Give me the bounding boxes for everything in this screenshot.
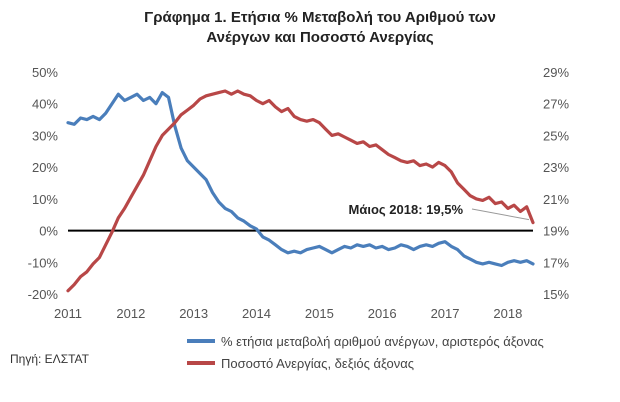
y-left-tick-label: 30% <box>32 128 58 143</box>
x-tick-label: 2013 <box>179 306 208 321</box>
x-tick-label: 2012 <box>116 306 145 321</box>
y-left-tick-label: 0% <box>39 224 58 239</box>
chart-title-line-1: Γράφημα 1. Ετήσια % Μεταβολή του Αριθμού… <box>144 9 496 26</box>
x-tick-label: 2011 <box>54 306 82 321</box>
x-tick-label: 2016 <box>368 306 397 321</box>
legend-label-left-series: % ετήσια μεταβολή αριθμού ανέργων, αριστ… <box>221 333 544 349</box>
x-tick-label: 2018 <box>493 306 522 321</box>
y-left-tick-label: -10% <box>28 255 59 270</box>
y-right-tick-label: 21% <box>543 192 569 207</box>
y-left-tick-label: 10% <box>32 192 58 207</box>
legend-swatch-red <box>187 361 215 365</box>
x-tick-label: 2017 <box>431 306 460 321</box>
series-line-left <box>66 91 535 268</box>
y-right-tick-label: 23% <box>543 160 569 175</box>
legend-item-left-series: % ετήσια μεταβολή αριθμού ανέργων, αριστ… <box>187 330 544 352</box>
y-right-tick-label: 29% <box>543 65 569 80</box>
x-tick-label: 2014 <box>242 306 271 321</box>
y-right-tick-label: 27% <box>543 97 569 112</box>
y-right-tick-label: 15% <box>543 287 569 302</box>
annotation-leader <box>471 208 530 221</box>
legend-label-right-series: Ποσοστό Ανεργίας, δεξιός άξονας <box>221 355 415 371</box>
annotation-label: Μάιος 2018: 19,5% <box>349 202 464 217</box>
legend-swatch-blue <box>187 339 215 343</box>
series-line-right <box>66 89 535 293</box>
y-right-tick-label: 19% <box>543 224 569 239</box>
chart-title-line-2: Ανέργων και Ποσοστό Ανεργίας <box>206 29 434 46</box>
y-left-tick-label: 20% <box>32 160 58 175</box>
source-note: Πηγή: ΕΛΣΤΑΤ <box>10 352 90 366</box>
y-left-tick-label: -20% <box>28 287 59 302</box>
x-tick-label: 2015 <box>305 306 334 321</box>
y-right-tick-label: 25% <box>543 128 569 143</box>
chart-legend: % ετήσια μεταβολή αριθμού ανέργων, αριστ… <box>187 330 544 374</box>
chart-title: Γράφημα 1. Ετήσια % Μεταβολή του Αριθμού… <box>60 8 580 48</box>
y-left-tick-label: 50% <box>32 65 58 80</box>
y-right-tick-label: 17% <box>543 255 569 270</box>
legend-item-right-series: Ποσοστό Ανεργίας, δεξιός άξονας <box>187 352 544 374</box>
y-left-tick-label: 40% <box>32 97 58 112</box>
